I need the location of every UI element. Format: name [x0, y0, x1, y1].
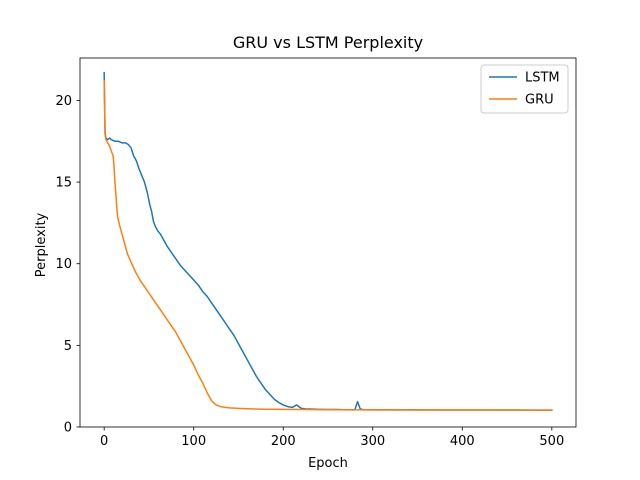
x-tick-label: 500 [539, 434, 564, 449]
axes-layer: 0 100 200 300 400 500 0 5 10 15 20 [55, 57, 577, 449]
y-tick-label: 20 [55, 94, 72, 109]
x-tick-label: 200 [271, 434, 296, 449]
y-tick-label: 5 [64, 339, 72, 354]
legend-label-gru: GRU [525, 93, 554, 108]
y-tick-label: 0 [64, 421, 72, 436]
axes-frame [79, 57, 577, 428]
x-tick-label: 400 [450, 434, 475, 449]
legend: LSTM GRU [480, 64, 569, 114]
x-tick-label: 100 [181, 434, 206, 449]
chart-title: GRU vs LSTM Perplexity [233, 33, 423, 52]
x-axis-label: Epoch [308, 456, 348, 471]
y-tick-label: 10 [55, 257, 72, 272]
series-layer [103, 71, 553, 411]
x-tick-label: 300 [360, 434, 385, 449]
x-tick-label: 0 [100, 434, 108, 449]
legend-label-lstm: LSTM [525, 71, 560, 86]
y-tick-label: 15 [55, 176, 72, 191]
y-axis-label: Perplexity [34, 212, 49, 277]
series-line-gru [103, 80, 553, 411]
